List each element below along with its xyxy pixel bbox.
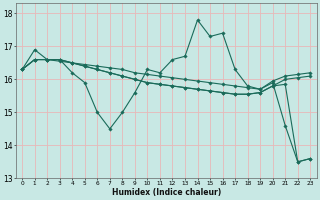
X-axis label: Humidex (Indice chaleur): Humidex (Indice chaleur): [112, 188, 221, 197]
